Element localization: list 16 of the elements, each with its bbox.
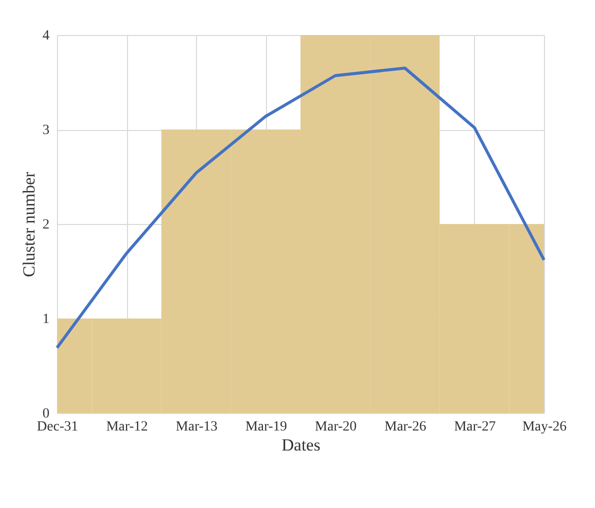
- y-tick-label: 4: [42, 28, 50, 44]
- x-tick-label: Mar-12: [106, 420, 148, 434]
- x-tick-label: Mar-27: [454, 420, 496, 434]
- x-tick-label: Mar-19: [245, 420, 288, 434]
- y-tick-label: 2: [42, 218, 50, 232]
- y-tick-label: 0: [42, 406, 50, 422]
- y-tick-label: 1: [42, 312, 50, 327]
- x-axis-title: Dates: [282, 436, 320, 454]
- y-tick-label: 3: [42, 123, 50, 138]
- x-tick-label: Mar-20: [314, 420, 357, 434]
- y-axis-title: Cluster number: [20, 172, 38, 278]
- line-series: [56, 66, 546, 350]
- x-tick-label: May-26: [522, 420, 567, 434]
- x-tick-label: Dec-31: [36, 420, 78, 434]
- x-tick-label: Mar-13: [176, 420, 218, 434]
- x-tick-label: Mar-26: [384, 420, 426, 434]
